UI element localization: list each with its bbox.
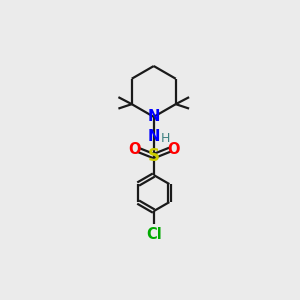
Text: S: S [148, 147, 160, 165]
Text: O: O [167, 142, 179, 157]
Text: H: H [161, 132, 170, 145]
Text: N: N [148, 109, 160, 124]
Text: Cl: Cl [146, 226, 162, 242]
Text: N: N [148, 129, 160, 144]
Text: O: O [128, 142, 141, 157]
